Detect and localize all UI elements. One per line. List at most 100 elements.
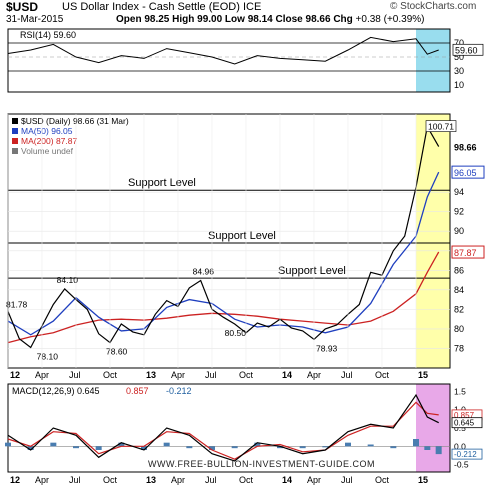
price-line <box>7 124 440 349</box>
rsi-tick-label: 30 <box>454 66 464 76</box>
x-axis-label: Apr <box>307 370 321 380</box>
price-annotation: 80.50 <box>225 328 247 338</box>
price-tag-label: 87.87 <box>454 248 477 258</box>
price-annotation: 84.10 <box>57 275 79 285</box>
macd-histogram-bar <box>73 446 79 449</box>
symbol-description: US Dollar Index - Cash Settle (EOD) ICE <box>62 1 262 13</box>
legend-swatch <box>12 148 18 154</box>
macd-histogram-bar <box>345 442 351 447</box>
price-tag-label: 98.66 <box>454 143 477 153</box>
price-tick-label: 80 <box>454 324 464 334</box>
macd-x-axis-label: Apr <box>307 475 321 485</box>
macd-histogram-bar <box>27 446 34 450</box>
x-axis-label: Apr <box>35 370 49 380</box>
rsi-tick-label: 70 <box>454 38 464 48</box>
macd-x-axis-label: Oct <box>239 475 254 485</box>
site-watermark: WWW.FREE-BULLION-INVESTMENT-GUIDE.COM <box>148 459 375 469</box>
macd-legend-hist: -0.212 <box>166 386 192 396</box>
legend-swatch <box>12 118 18 124</box>
macd-histogram-bar <box>435 446 442 455</box>
price-annotation: 78.10 <box>37 351 59 361</box>
price-legend-entry: MA(200) 87.87 <box>21 136 77 146</box>
macd-tick-label: 0.0 <box>454 441 466 451</box>
ma50-line <box>7 171 440 336</box>
macd-x-axis-label: Apr <box>35 475 49 485</box>
macd-tick-label: -0.5 <box>454 460 469 470</box>
rsi-line <box>7 36 439 65</box>
x-axis-label: 14 <box>282 370 292 380</box>
macd-tag-label: 0.645 <box>454 419 475 428</box>
ma200-line <box>7 251 440 344</box>
macd-histogram-bar <box>424 446 431 450</box>
macd-signal-line <box>7 401 439 460</box>
x-axis-label: Apr <box>171 370 185 380</box>
rsi-value-tag <box>452 43 484 56</box>
price-annotation: 78.60 <box>106 347 128 357</box>
macd-histogram-bar <box>50 442 57 447</box>
macd-tag-label: -0.212 <box>454 450 477 459</box>
macd-histogram-bar <box>163 442 170 447</box>
price-annotation: 78.93 <box>316 343 338 353</box>
macd-histogram-bar <box>186 446 193 449</box>
macd-x-axis-label: 15 <box>418 475 428 485</box>
x-axis-label: Jul <box>205 370 217 380</box>
x-axis-label: Oct <box>239 370 254 380</box>
price-highlight-band <box>416 114 450 368</box>
rsi-tick-label: 10 <box>454 80 464 90</box>
change-value: +0.38 (+0.39%) <box>355 14 425 25</box>
rsi-tick-label: 50 <box>454 52 464 62</box>
macd-x-axis-label: Oct <box>103 475 118 485</box>
macd-histogram-bar <box>413 439 419 447</box>
rsi-panel-frame <box>7 28 451 93</box>
chart-header: $USD US Dollar Index - Cash Settle (EOD)… <box>0 0 486 28</box>
price-tag-box <box>451 140 485 154</box>
rsi-highlight-band <box>416 29 450 92</box>
x-axis-label: Oct <box>375 370 390 380</box>
rsi-title: RSI(14) 59.60 <box>20 30 76 40</box>
price-legend-entry: $USD (Daily) 98.66 (31 Mar) <box>21 116 129 126</box>
legend-swatch <box>12 138 18 144</box>
price-tick-label: 86 <box>454 265 464 275</box>
x-axis-label: 13 <box>146 370 156 380</box>
legend-swatch <box>12 128 18 134</box>
price-annotation: 84.96 <box>193 266 215 276</box>
rsi-value-label: 59.60 <box>455 45 478 55</box>
price-tick-label: 92 <box>454 207 464 217</box>
macd-histogram-bar <box>390 446 397 449</box>
macd-histogram-bar <box>254 442 261 447</box>
macd-histogram-bar <box>231 446 238 449</box>
peak-tag-label: 100.71 <box>428 122 454 132</box>
support-label: Support Level <box>208 230 276 242</box>
macd-tag-box <box>451 417 483 429</box>
macd-histogram-bar <box>209 446 215 450</box>
price-annotation: 81.78 <box>6 300 28 310</box>
x-axis-label: Jul <box>341 370 353 380</box>
price-tag-box <box>451 245 485 259</box>
x-axis-label: 12 <box>10 370 20 380</box>
macd-histogram-bar <box>5 442 11 447</box>
macd-x-axis-label: 14 <box>282 475 292 485</box>
price-tick-label: 82 <box>454 304 464 314</box>
support-label: Support Level <box>128 177 196 189</box>
price-tick-label: 78 <box>454 343 464 353</box>
macd-x-axis-label: 12 <box>10 475 20 485</box>
macd-highlight-band <box>416 384 450 472</box>
macd-histogram-bar <box>95 446 102 450</box>
macd-x-axis-label: 13 <box>146 475 156 485</box>
macd-tag-box <box>451 448 483 460</box>
macd-panel-frame <box>7 383 451 473</box>
x-axis-label: Jul <box>69 370 81 380</box>
macd-tick-label: 1.5 <box>454 386 466 396</box>
macd-histogram-bar <box>322 446 329 448</box>
macd-histogram-bar <box>277 446 283 449</box>
peak-tag-box <box>425 120 457 132</box>
macd-histogram-bar <box>141 446 147 450</box>
price-tick-label: 84 <box>454 285 464 295</box>
macd-tag-label: 0.857 <box>454 411 475 420</box>
price-tick-label: 94 <box>454 187 464 197</box>
macd-histogram-bar <box>367 444 374 447</box>
price-legend-entry: Volume undef <box>21 146 74 156</box>
price-tick-label: 90 <box>454 226 464 236</box>
macd-legend-macd: MACD(12,26,9) 0.645 <box>12 386 100 396</box>
